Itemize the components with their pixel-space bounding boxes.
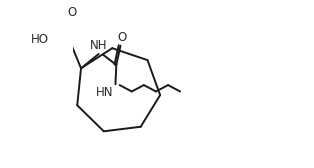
Text: O: O [67, 6, 76, 19]
Text: HN: HN [96, 86, 114, 99]
Text: NH: NH [90, 39, 107, 52]
Text: O: O [117, 31, 127, 44]
Text: HO: HO [31, 33, 49, 46]
